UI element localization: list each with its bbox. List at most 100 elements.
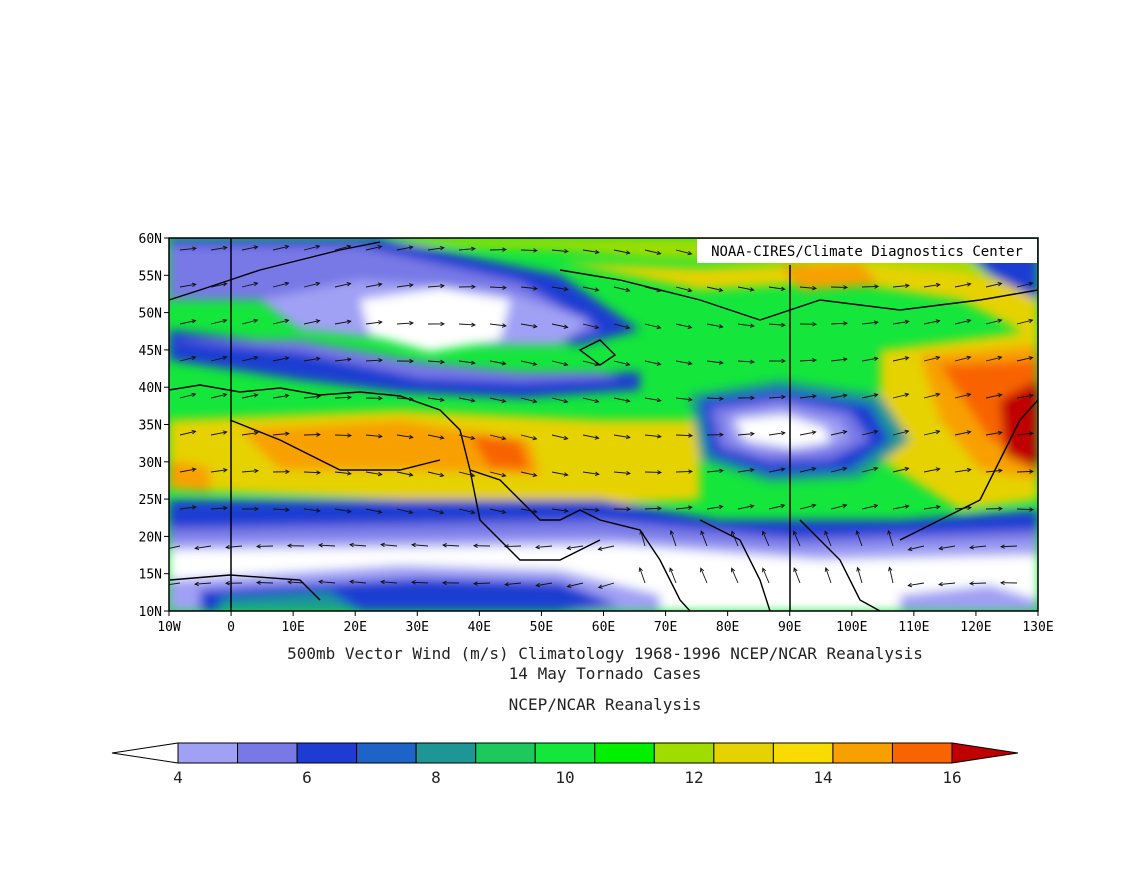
wind-arrow-head bbox=[997, 355, 1003, 361]
wind-arrow-head bbox=[315, 508, 321, 513]
wind-arrow bbox=[334, 283, 351, 288]
wind-arrow-head bbox=[377, 244, 383, 250]
wind-arrow bbox=[768, 504, 785, 510]
wind-arrow bbox=[582, 360, 599, 366]
wind-arrow-head bbox=[473, 543, 478, 548]
wind-arrow-head bbox=[566, 583, 572, 589]
wind-arrow bbox=[396, 246, 413, 251]
wind-arrow bbox=[889, 567, 894, 584]
wind-arrow bbox=[824, 530, 832, 547]
wind-arrow bbox=[319, 581, 336, 584]
wind-arrow-head bbox=[811, 503, 817, 509]
wind-arrow-head bbox=[532, 472, 538, 478]
wind-arrow bbox=[179, 320, 196, 325]
lat-tick-label: 45N bbox=[139, 344, 162, 359]
wind-arrow bbox=[613, 323, 630, 329]
wind-arrow bbox=[520, 249, 538, 252]
wind-arrow-head bbox=[718, 287, 724, 293]
wind-arrow bbox=[985, 319, 1002, 325]
wind-arrow bbox=[582, 434, 599, 439]
colorbar-box bbox=[772, 742, 834, 764]
colorbar-box bbox=[653, 742, 715, 764]
wind-arrow-head bbox=[904, 319, 910, 325]
wind-arrow-head bbox=[377, 471, 383, 477]
wind-arrow-head bbox=[284, 318, 290, 324]
wind-arrow bbox=[892, 284, 909, 288]
wind-arrow bbox=[489, 397, 506, 403]
wind-arrow bbox=[241, 282, 258, 288]
wind-arrow bbox=[582, 249, 599, 253]
wind-arrow-head bbox=[597, 546, 603, 551]
wind-arrow bbox=[210, 393, 227, 399]
colorbar-tick-label: 14 bbox=[813, 768, 832, 787]
wind-arrow bbox=[179, 247, 196, 251]
wind-arrow-head bbox=[253, 430, 259, 436]
wind-arrow bbox=[241, 319, 258, 325]
wind-arrow-head bbox=[595, 507, 600, 513]
wind-arrow-head bbox=[966, 355, 972, 361]
wind-arrow-head bbox=[194, 581, 199, 587]
wind-arrow-head bbox=[222, 468, 228, 473]
wind-arrow-head bbox=[501, 472, 507, 478]
wind-arrow-head bbox=[656, 361, 662, 366]
wind-arrow bbox=[179, 468, 196, 473]
wind-arrow-head bbox=[657, 434, 662, 439]
wind-arrow bbox=[892, 467, 909, 473]
wind-arrow bbox=[706, 469, 723, 473]
wind-arrow-head bbox=[824, 530, 829, 536]
wind-arrow-head bbox=[719, 396, 724, 401]
wind-arrow-head bbox=[935, 392, 941, 398]
wind-arrow-head bbox=[687, 324, 693, 329]
wind-arrow bbox=[365, 434, 382, 437]
wind-arrow-head bbox=[439, 435, 445, 440]
wind-arrow-head bbox=[192, 246, 197, 251]
wind-arrow bbox=[288, 581, 305, 584]
wind-arrow-head bbox=[719, 432, 724, 437]
colorbar-tick-label: 8 bbox=[431, 768, 441, 787]
colorbar-box bbox=[891, 742, 953, 764]
wind-arrow bbox=[793, 567, 801, 584]
wind-arrow-head bbox=[935, 429, 941, 435]
wind-arrow bbox=[675, 323, 692, 328]
wind-arrow bbox=[350, 544, 367, 547]
wind-arrow bbox=[737, 505, 754, 510]
wind-arrow bbox=[272, 245, 289, 251]
wind-arrow-head bbox=[194, 545, 200, 551]
wind-arrow-head bbox=[411, 580, 416, 585]
wind-arrow bbox=[489, 360, 506, 365]
wind-arrow-head bbox=[656, 397, 662, 403]
wind-speed-field bbox=[169, 238, 1038, 611]
wind-arrow bbox=[892, 357, 909, 362]
wind-arrow-head bbox=[409, 358, 414, 364]
wind-arrow-head bbox=[966, 430, 972, 435]
wind-arrow-head bbox=[626, 470, 631, 476]
colorbar-box bbox=[237, 742, 298, 764]
wind-arrow-head bbox=[1028, 431, 1034, 436]
wind-arrow-head bbox=[316, 394, 321, 399]
wind-arrow bbox=[179, 283, 196, 288]
wind-arrow bbox=[272, 508, 289, 511]
lon-tick-label: 110E bbox=[898, 620, 929, 635]
wind-arrow bbox=[613, 360, 630, 366]
wind-arrow-head bbox=[749, 323, 755, 328]
wind-arrow-head bbox=[439, 509, 445, 515]
wind-arrow bbox=[427, 397, 444, 401]
wind-arrow-head bbox=[285, 507, 290, 512]
wind-arrow-head bbox=[967, 505, 972, 511]
lon-tick-label: 70E bbox=[654, 620, 677, 635]
wind-arrow-head bbox=[222, 245, 228, 251]
lat-tick-label: 40N bbox=[139, 381, 162, 396]
wind-arrow bbox=[551, 360, 568, 366]
wind-arrow bbox=[210, 431, 227, 436]
wind-arrow bbox=[169, 582, 181, 585]
wind-arrow bbox=[768, 432, 785, 436]
wind-arrow bbox=[1016, 319, 1033, 325]
wind-arrow bbox=[892, 393, 909, 399]
wind-arrow bbox=[613, 434, 630, 438]
wind-arrow-head bbox=[718, 360, 724, 365]
wind-arrow-head bbox=[780, 431, 786, 436]
wind-arrow bbox=[303, 471, 321, 474]
wind-arrow-head bbox=[874, 320, 879, 325]
wind-arrow-head bbox=[874, 284, 879, 289]
wind-arrow-head bbox=[377, 320, 383, 325]
